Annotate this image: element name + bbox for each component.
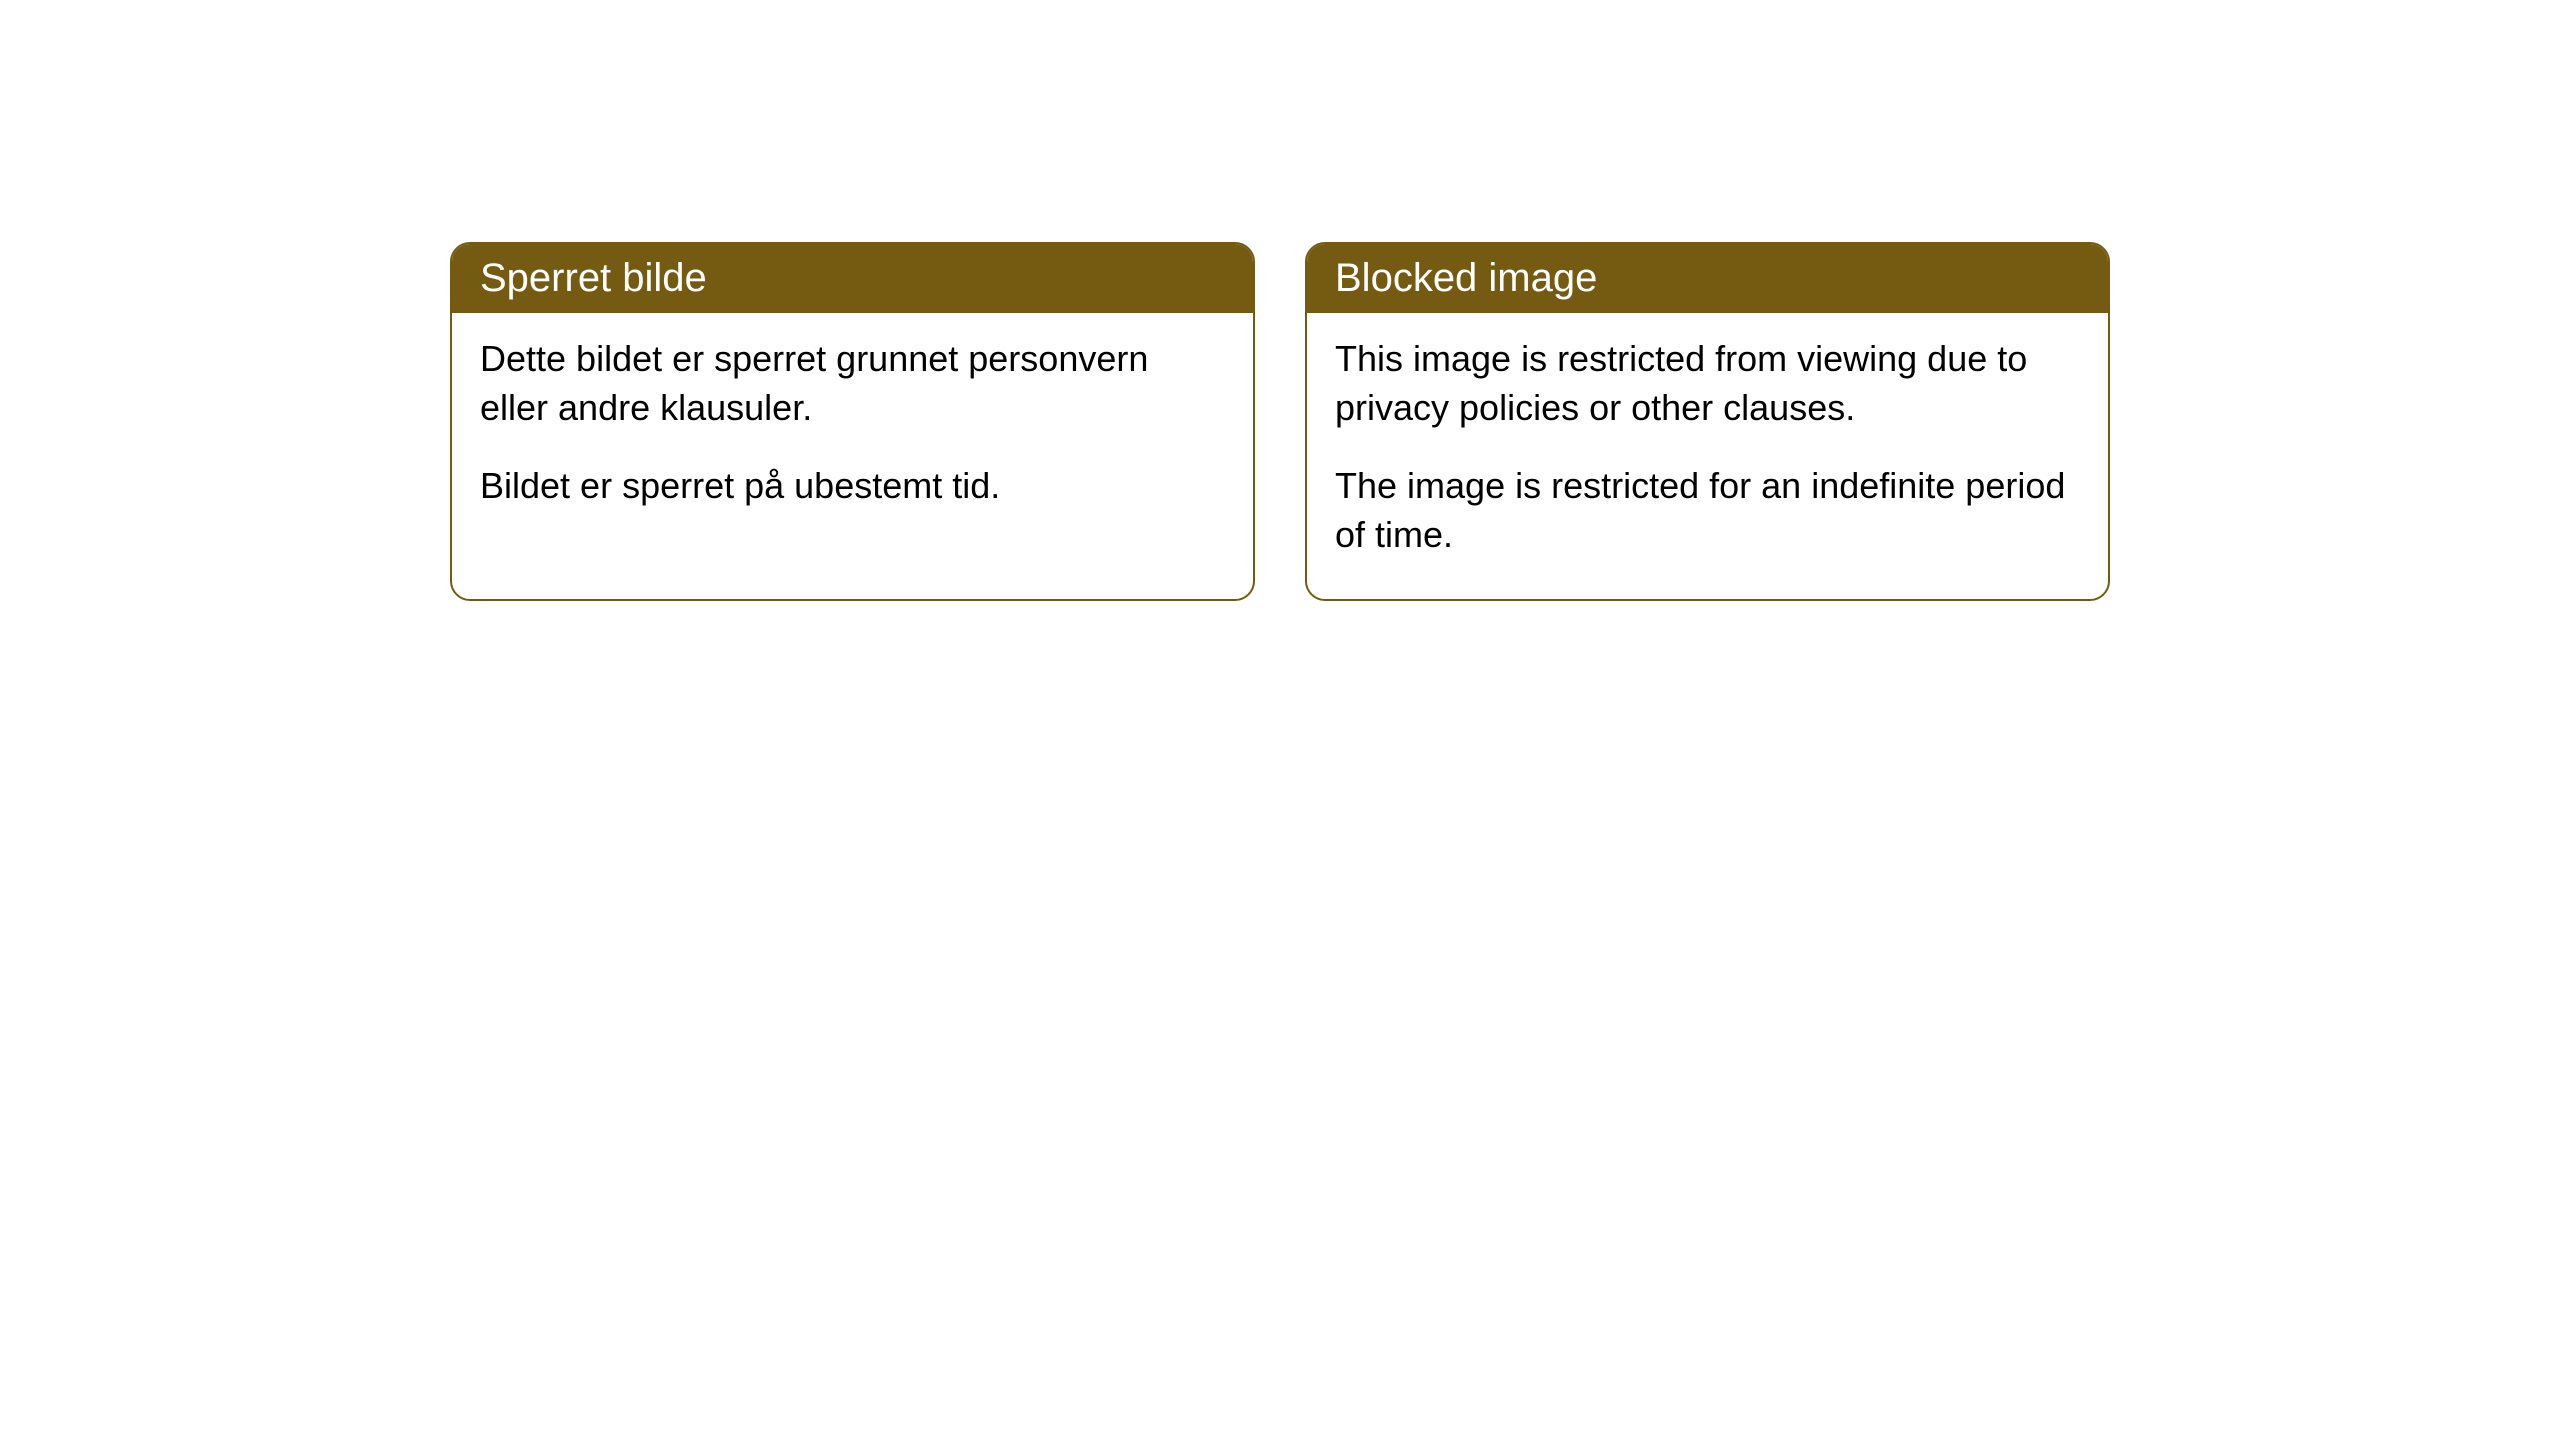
notice-text-line2: Bildet er sperret på ubestemt tid. xyxy=(480,462,1225,511)
blocked-image-card-english: Blocked image This image is restricted f… xyxy=(1305,242,2110,601)
card-body-norwegian: Dette bildet er sperret grunnet personve… xyxy=(452,313,1253,551)
card-header-norwegian: Sperret bilde xyxy=(452,244,1253,313)
card-header-english: Blocked image xyxy=(1307,244,2108,313)
notice-text-line1: Dette bildet er sperret grunnet personve… xyxy=(480,335,1225,432)
card-title: Sperret bilde xyxy=(480,256,707,300)
blocked-image-card-norwegian: Sperret bilde Dette bildet er sperret gr… xyxy=(450,242,1255,601)
notice-text-line2: The image is restricted for an indefinit… xyxy=(1335,462,2080,559)
card-body-english: This image is restricted from viewing du… xyxy=(1307,313,2108,599)
card-title: Blocked image xyxy=(1335,256,1597,300)
notice-text-line1: This image is restricted from viewing du… xyxy=(1335,335,2080,432)
notice-cards-container: Sperret bilde Dette bildet er sperret gr… xyxy=(0,0,2560,601)
